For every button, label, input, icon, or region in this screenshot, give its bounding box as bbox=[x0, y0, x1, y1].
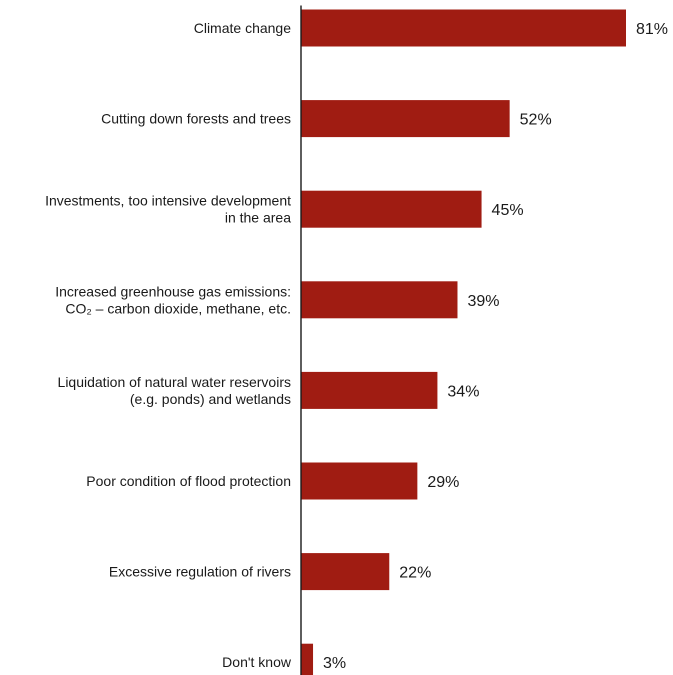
category-label: Liquidation of natural water reservoirs(… bbox=[58, 374, 291, 407]
category-labels: Climate change Cutting down forests and t… bbox=[45, 20, 292, 670]
bar bbox=[301, 643, 314, 675]
category-label-line: Climate change bbox=[194, 20, 291, 36]
bar-value-label: 29% bbox=[427, 474, 459, 491]
category-label-line: in the area bbox=[225, 210, 291, 226]
bars bbox=[301, 9, 626, 675]
category-label-line: Don't know bbox=[222, 654, 292, 670]
value-labels: 81% 52% 45% 39% 34% 29% 22% 3% bbox=[323, 21, 668, 672]
bar-value-label: 81% bbox=[636, 21, 668, 38]
category-label-line: (e.g. ponds) and wetlands bbox=[130, 391, 291, 407]
category-label: Excessive regulation of rivers bbox=[109, 564, 291, 580]
category-label: Cutting down forests and trees bbox=[101, 111, 291, 127]
category-label-line: Increased greenhouse gas emissions: bbox=[55, 283, 291, 299]
bar-value-label: 45% bbox=[492, 202, 524, 219]
bar bbox=[301, 371, 438, 409]
category-label: Don't know bbox=[222, 654, 292, 670]
category-label-line: Cutting down forests and trees bbox=[101, 111, 291, 127]
category-label: Investments, too intensive developmentin… bbox=[45, 193, 291, 226]
bar-value-label: 34% bbox=[447, 383, 479, 400]
bar-value-label: 39% bbox=[467, 293, 499, 310]
bar bbox=[301, 281, 458, 319]
category-label: Increased greenhouse gas emissions:CO₂ –… bbox=[55, 283, 291, 316]
bar-value-label: 22% bbox=[399, 565, 431, 582]
bar-value-label: 52% bbox=[520, 112, 552, 129]
category-label-line: Investments, too intensive development bbox=[45, 193, 291, 209]
category-label-line: Excessive regulation of rivers bbox=[109, 564, 291, 580]
bar bbox=[301, 553, 390, 591]
bar bbox=[301, 9, 626, 47]
bar-value-label: 3% bbox=[323, 655, 346, 672]
category-label-line: CO₂ – carbon dioxide, methane, etc. bbox=[65, 300, 291, 316]
category-label-line: Liquidation of natural water reservoirs bbox=[58, 374, 291, 390]
bar bbox=[301, 462, 418, 500]
category-label: Climate change bbox=[194, 20, 291, 36]
bar bbox=[301, 190, 482, 228]
category-label: Poor condition of flood protection bbox=[86, 473, 291, 489]
category-label-line: Poor condition of flood protection bbox=[86, 473, 291, 489]
bar bbox=[301, 100, 510, 138]
